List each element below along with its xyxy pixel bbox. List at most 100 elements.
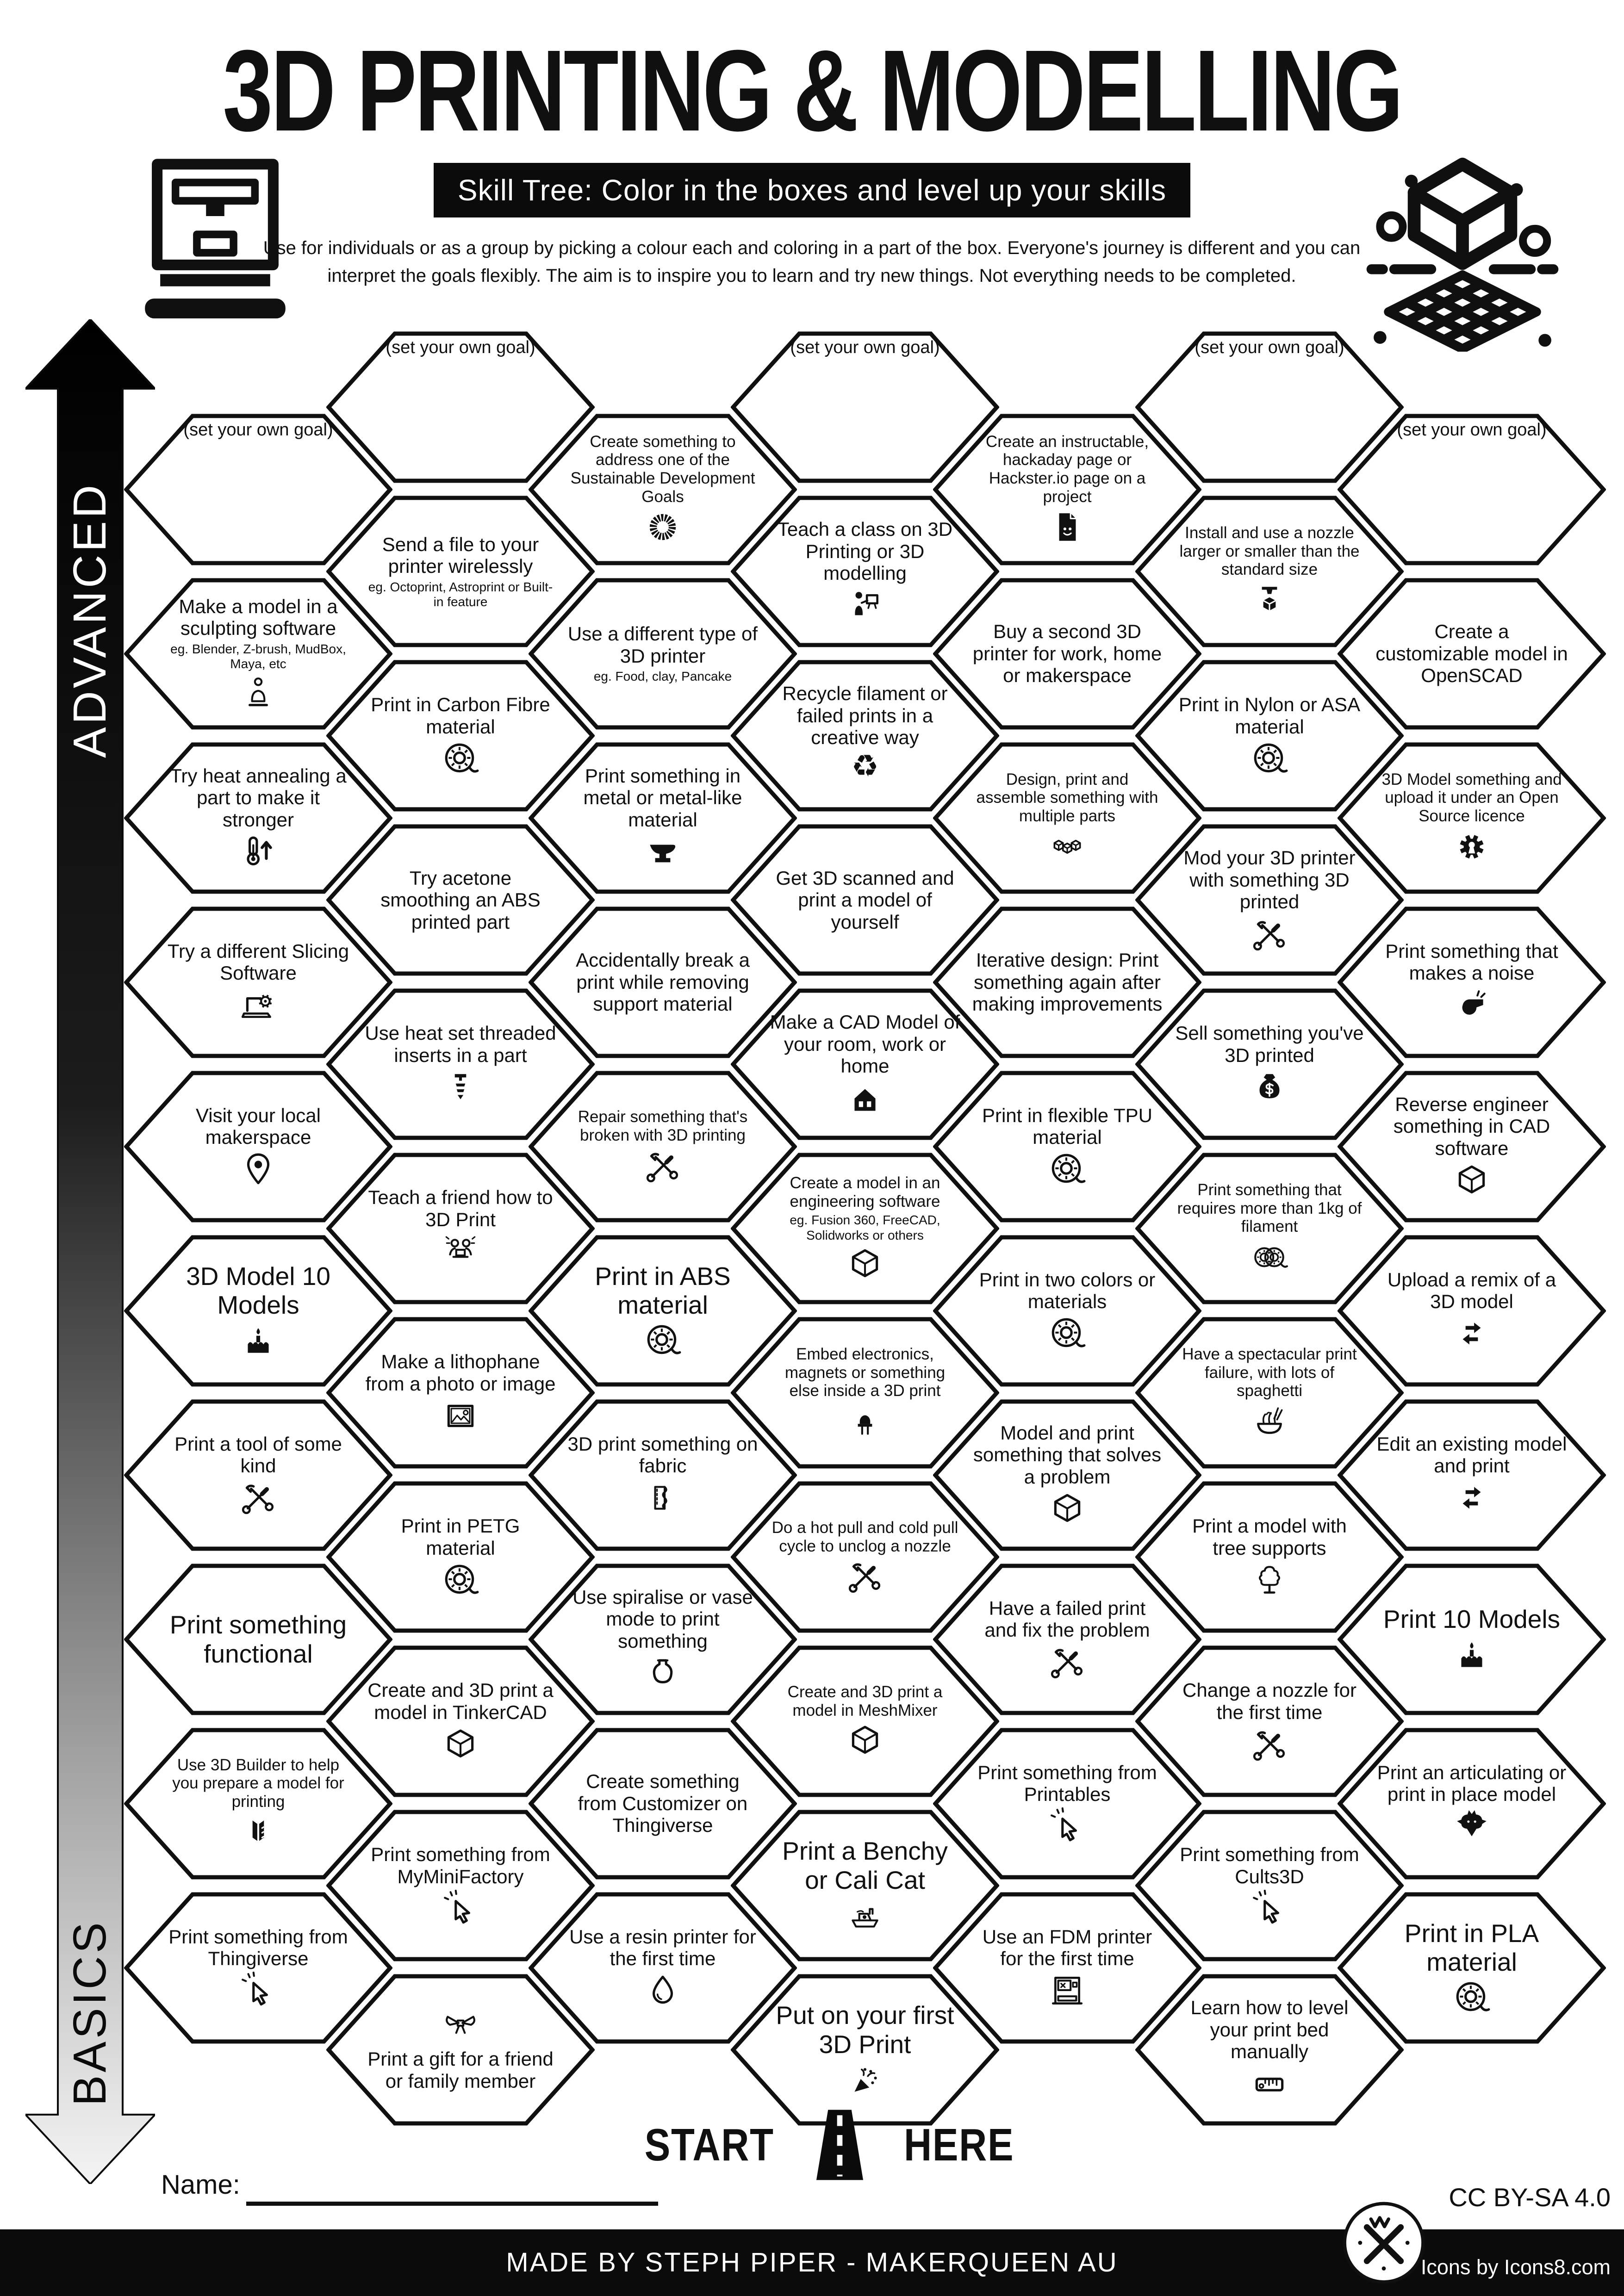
skill-hex[interactable]: Recycle filament or failed prints in a c… bbox=[731, 659, 999, 812]
skill-hex[interactable]: Put on your first 3D Print bbox=[731, 1973, 999, 2126]
skill-hex[interactable]: Print something that requires more than … bbox=[1135, 1152, 1404, 1305]
skill-hex[interactable]: Try a different Slicing Software bbox=[124, 906, 392, 1059]
hex-content: Get 3D scanned and print a model of your… bbox=[731, 824, 999, 976]
skill-hex[interactable]: Print a Benchy or Cali Cat bbox=[731, 1809, 999, 1962]
skill-hex[interactable]: Print in PLA material bbox=[1338, 1892, 1606, 2044]
hex-content: Learn how to level your print bed manual… bbox=[1135, 1973, 1404, 2126]
hex-content: Embed electronics, magnets or something … bbox=[731, 1316, 999, 1469]
skill-hex[interactable]: Print something from MyMiniFactory bbox=[326, 1809, 595, 1962]
skill-hex[interactable]: Buy a second 3D printer for work, home o… bbox=[933, 577, 1201, 730]
hexagon-outline bbox=[326, 824, 595, 976]
skill-hex[interactable]: Use an FDM printer for the first time bbox=[933, 1892, 1201, 2044]
skill-hex[interactable]: Use 3D Builder to help you prepare a mod… bbox=[124, 1727, 392, 1880]
skill-hex[interactable]: Print something from Thingiverse bbox=[124, 1892, 392, 2044]
hex-label: Change a nozzle for the first time bbox=[1182, 1679, 1356, 1723]
hex-label: Print in ABS material bbox=[595, 1261, 731, 1319]
skill-hex[interactable]: Design, print and assemble something wit… bbox=[933, 742, 1201, 894]
skill-hex[interactable]: Have a spectacular print failure, with l… bbox=[1135, 1316, 1404, 1469]
hex-label: Accidentally break a print while removin… bbox=[576, 949, 750, 1015]
skill-hex[interactable]: Try heat annealing a part to make it str… bbox=[124, 742, 392, 894]
skill-hex[interactable]: Install and use a nozzle larger or small… bbox=[1135, 495, 1404, 648]
skill-hex[interactable]: Iterative design: Print something again … bbox=[933, 906, 1201, 1059]
skill-hex[interactable]: Print 10 Models bbox=[1338, 1563, 1606, 1716]
hexagon-outline bbox=[1135, 1317, 1404, 1469]
skill-hex[interactable]: Create a model in an engineering softwar… bbox=[731, 1152, 999, 1305]
skill-hex[interactable]: Make a lithophane from a photo or image bbox=[326, 1316, 595, 1469]
skill-hex[interactable]: Try acetone smoothing an ABS printed par… bbox=[326, 824, 595, 976]
skill-hex[interactable]: Do a hot pull and cold pull cycle to unc… bbox=[731, 1481, 999, 1633]
skill-hex[interactable]: Print something that makes a noise bbox=[1338, 906, 1606, 1059]
skill-hex[interactable]: Print in ABS material bbox=[529, 1235, 797, 1387]
hex-content: Try acetone smoothing an ABS printed par… bbox=[326, 824, 595, 976]
hex-label: Print something from MyMiniFactory bbox=[371, 1843, 550, 1887]
hexagon-outline bbox=[1338, 1564, 1606, 1715]
skill-hex[interactable]: (set your own goal) bbox=[124, 413, 392, 566]
skill-hex[interactable]: Have a failed print and fix the problem bbox=[933, 1563, 1201, 1716]
skill-hex[interactable]: (set your own goal) bbox=[326, 331, 595, 484]
skill-hex[interactable]: (set your own goal) bbox=[1338, 413, 1606, 566]
skill-hex[interactable]: Create and 3D print a model in MeshMixer bbox=[731, 1645, 999, 1798]
thermometer-up-icon bbox=[239, 833, 277, 871]
skill-hex[interactable]: 3D print something on fabric bbox=[529, 1399, 797, 1551]
skill-hex[interactable]: 3D Model 10 Models bbox=[124, 1235, 392, 1387]
skill-hex[interactable]: Use spiralise or vase mode to print some… bbox=[529, 1563, 797, 1716]
skill-hex[interactable]: Print something from Printables bbox=[933, 1727, 1201, 1880]
skill-hex[interactable]: (set your own goal) bbox=[731, 331, 999, 484]
skill-hex[interactable]: Print an articulating or print in place … bbox=[1338, 1727, 1606, 1880]
hexagon-outline bbox=[933, 1235, 1201, 1386]
cursor-icon bbox=[1251, 1889, 1288, 1928]
hex-label: Print something in metal or metal-like m… bbox=[583, 764, 742, 831]
skill-hex[interactable]: Mod your 3D printer with something 3D pr… bbox=[1135, 824, 1404, 976]
skill-hex[interactable]: Use a resin printer for the first time bbox=[529, 1892, 797, 2044]
skill-hex[interactable]: Print a tool of some kind bbox=[124, 1399, 392, 1551]
skill-hex[interactable]: Print something from Cults3D bbox=[1135, 1809, 1404, 1962]
skill-hex[interactable]: Make a CAD Model of your room, work or h… bbox=[731, 988, 999, 1141]
os-gear-icon bbox=[1453, 827, 1491, 865]
hexagon-outline bbox=[326, 1153, 595, 1304]
skill-hex[interactable]: Sell something you've 3D printed bbox=[1135, 988, 1404, 1141]
skill-hex[interactable]: Print something functional bbox=[124, 1563, 392, 1716]
hex-label: Print in two colors or materials bbox=[979, 1268, 1156, 1312]
skill-hex[interactable]: Make a model in a sculpting software eg. … bbox=[124, 577, 392, 730]
skill-hex[interactable]: Print something in metal or metal-like m… bbox=[529, 742, 797, 894]
skill-hex[interactable]: Use a different type of 3D printer eg. Fo… bbox=[529, 577, 797, 730]
skill-hex[interactable]: Create and 3D print a model in TinkerCAD bbox=[326, 1645, 595, 1798]
skill-hex[interactable]: Reverse engineer something in CAD softwa… bbox=[1338, 1070, 1606, 1223]
hex-content: Accidentally break a print while removin… bbox=[529, 906, 797, 1059]
skill-hex[interactable]: (set your own goal) bbox=[1135, 331, 1404, 484]
led-icon bbox=[846, 1402, 884, 1440]
hex-content: Buy a second 3D printer for work, home o… bbox=[933, 577, 1201, 730]
hex-label: Design, print and assemble something wit… bbox=[976, 770, 1158, 825]
skill-hex[interactable]: 3D Model something and upload it under a… bbox=[1338, 742, 1606, 894]
skill-hex[interactable]: Use heat set threaded inserts in a part bbox=[326, 988, 595, 1141]
skill-hex[interactable]: Print in Nylon or ASA material bbox=[1135, 659, 1404, 812]
skill-hex[interactable]: Print in two colors or materials bbox=[933, 1235, 1201, 1387]
skill-hex[interactable]: Upload a remix of a 3D model bbox=[1338, 1235, 1606, 1387]
skill-hex[interactable]: Send a file to your printer wirelessly eg… bbox=[326, 495, 595, 648]
skill-hex[interactable]: Repair something that's broken with 3D p… bbox=[529, 1070, 797, 1223]
skill-hex[interactable]: Edit an existing model and print bbox=[1338, 1399, 1606, 1551]
skill-hex[interactable]: Learn how to level your print bed manual… bbox=[1135, 1973, 1404, 2126]
skill-hex[interactable]: Embed electronics, magnets or something … bbox=[731, 1316, 999, 1469]
skill-hex[interactable]: Print a model with tree supports bbox=[1135, 1481, 1404, 1633]
skill-hex[interactable]: Print in PETG material bbox=[326, 1481, 595, 1633]
skill-hex[interactable]: Print a gift for a friend or family memb… bbox=[326, 1973, 595, 2126]
skill-hex[interactable]: Create something to address one of the S… bbox=[529, 413, 797, 566]
hexagon-outline bbox=[731, 1810, 999, 1961]
skill-hex[interactable]: Teach a friend how to 3D Print bbox=[326, 1152, 595, 1305]
skill-hex[interactable]: Accidentally break a print while removin… bbox=[529, 906, 797, 1059]
skill-hex[interactable]: Change a nozzle for the first time bbox=[1135, 1645, 1404, 1798]
name-input-line[interactable] bbox=[246, 2202, 658, 2206]
skill-hex[interactable]: Create a customizable model in OpenSCAD bbox=[1338, 577, 1606, 730]
skill-hex[interactable]: Model and print something that solves a … bbox=[933, 1399, 1201, 1551]
hexagon-outline bbox=[1338, 1235, 1606, 1386]
hexagon-outline bbox=[731, 1481, 999, 1633]
skill-hex[interactable]: Print in flexible TPU material bbox=[933, 1070, 1201, 1223]
skill-hex[interactable]: Create something from Customizer on Thin… bbox=[529, 1727, 797, 1880]
skill-hex[interactable]: Print in Carbon Fibre material bbox=[326, 659, 595, 812]
skill-hex[interactable]: Teach a class on 3D Printing or 3D model… bbox=[731, 495, 999, 648]
skill-hex[interactable]: Visit your local makerspace bbox=[124, 1070, 392, 1223]
skill-hex[interactable]: Create an instructable, hackaday page or… bbox=[933, 413, 1201, 566]
skill-hex[interactable]: Get 3D scanned and print a model of your… bbox=[731, 824, 999, 976]
hex-content: Recycle filament or failed prints in a c… bbox=[731, 659, 999, 812]
